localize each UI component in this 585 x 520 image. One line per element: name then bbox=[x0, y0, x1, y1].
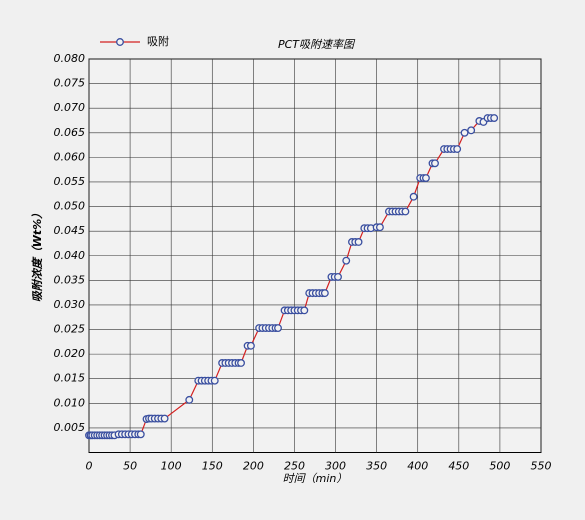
y-tick-label: 0.045 bbox=[54, 224, 86, 237]
data-point bbox=[453, 145, 462, 153]
data-point bbox=[300, 306, 309, 315]
data-point bbox=[460, 128, 469, 137]
data-point bbox=[237, 359, 245, 367]
y-tick-label: 0.075 bbox=[54, 77, 86, 90]
x-tick-label: 200 bbox=[243, 460, 264, 473]
data-point bbox=[136, 430, 145, 439]
x-tick-label: 550 bbox=[531, 460, 552, 473]
legend-label: 吸附 bbox=[147, 34, 169, 48]
y-tick-label: 0.015 bbox=[54, 372, 86, 385]
x-axis-label: 时间（min） bbox=[283, 472, 348, 485]
data-point bbox=[320, 289, 329, 298]
y-tick-label: 0.035 bbox=[54, 273, 86, 286]
legend-marker bbox=[116, 38, 124, 46]
x-tick-label: 0 bbox=[86, 460, 93, 473]
data-point bbox=[401, 207, 410, 216]
chart-title: PCT吸附速率图 bbox=[278, 38, 356, 51]
data-point bbox=[160, 414, 169, 423]
y-tick-label: 0.030 bbox=[54, 298, 86, 311]
x-tick-label: 500 bbox=[489, 460, 510, 473]
y-tick-label: 0.065 bbox=[54, 126, 86, 139]
y-tick-label: 0.025 bbox=[54, 323, 86, 336]
data-point bbox=[375, 223, 384, 232]
data-point bbox=[246, 341, 255, 350]
data-point bbox=[354, 238, 363, 246]
y-tick-label: 0.060 bbox=[54, 150, 86, 163]
y-axis-label: 吸附浓度（Wt%） bbox=[31, 208, 44, 302]
x-tick-label: 250 bbox=[284, 460, 305, 473]
y-tick-label: 0.050 bbox=[54, 200, 86, 213]
y-tick-label: 0.010 bbox=[54, 396, 86, 409]
y-tick-label: 0.070 bbox=[54, 101, 86, 114]
x-tick-label: 450 bbox=[448, 460, 469, 473]
data-point bbox=[334, 272, 342, 281]
y-tick-label: 0.080 bbox=[54, 52, 86, 65]
y-tick-label: 0.020 bbox=[54, 347, 86, 360]
data-point bbox=[274, 324, 282, 333]
y-tick-label: 0.040 bbox=[54, 249, 86, 262]
data-point bbox=[421, 174, 430, 182]
data-point bbox=[409, 192, 418, 201]
y-tick-label: 0.055 bbox=[54, 175, 86, 188]
y-tick-label: 0.005 bbox=[54, 421, 86, 434]
data-point bbox=[185, 395, 194, 404]
data-point bbox=[490, 114, 499, 122]
data-point bbox=[431, 159, 439, 168]
x-tick-label: 50 bbox=[123, 460, 137, 473]
data-point bbox=[342, 256, 351, 265]
data-point bbox=[467, 126, 476, 135]
x-tick-label: 300 bbox=[325, 460, 346, 473]
x-tick-label: 400 bbox=[407, 460, 428, 473]
x-tick-label: 150 bbox=[202, 460, 223, 473]
x-tick-label: 350 bbox=[366, 460, 387, 473]
data-point bbox=[210, 376, 219, 385]
x-tick-label: 100 bbox=[161, 460, 182, 473]
